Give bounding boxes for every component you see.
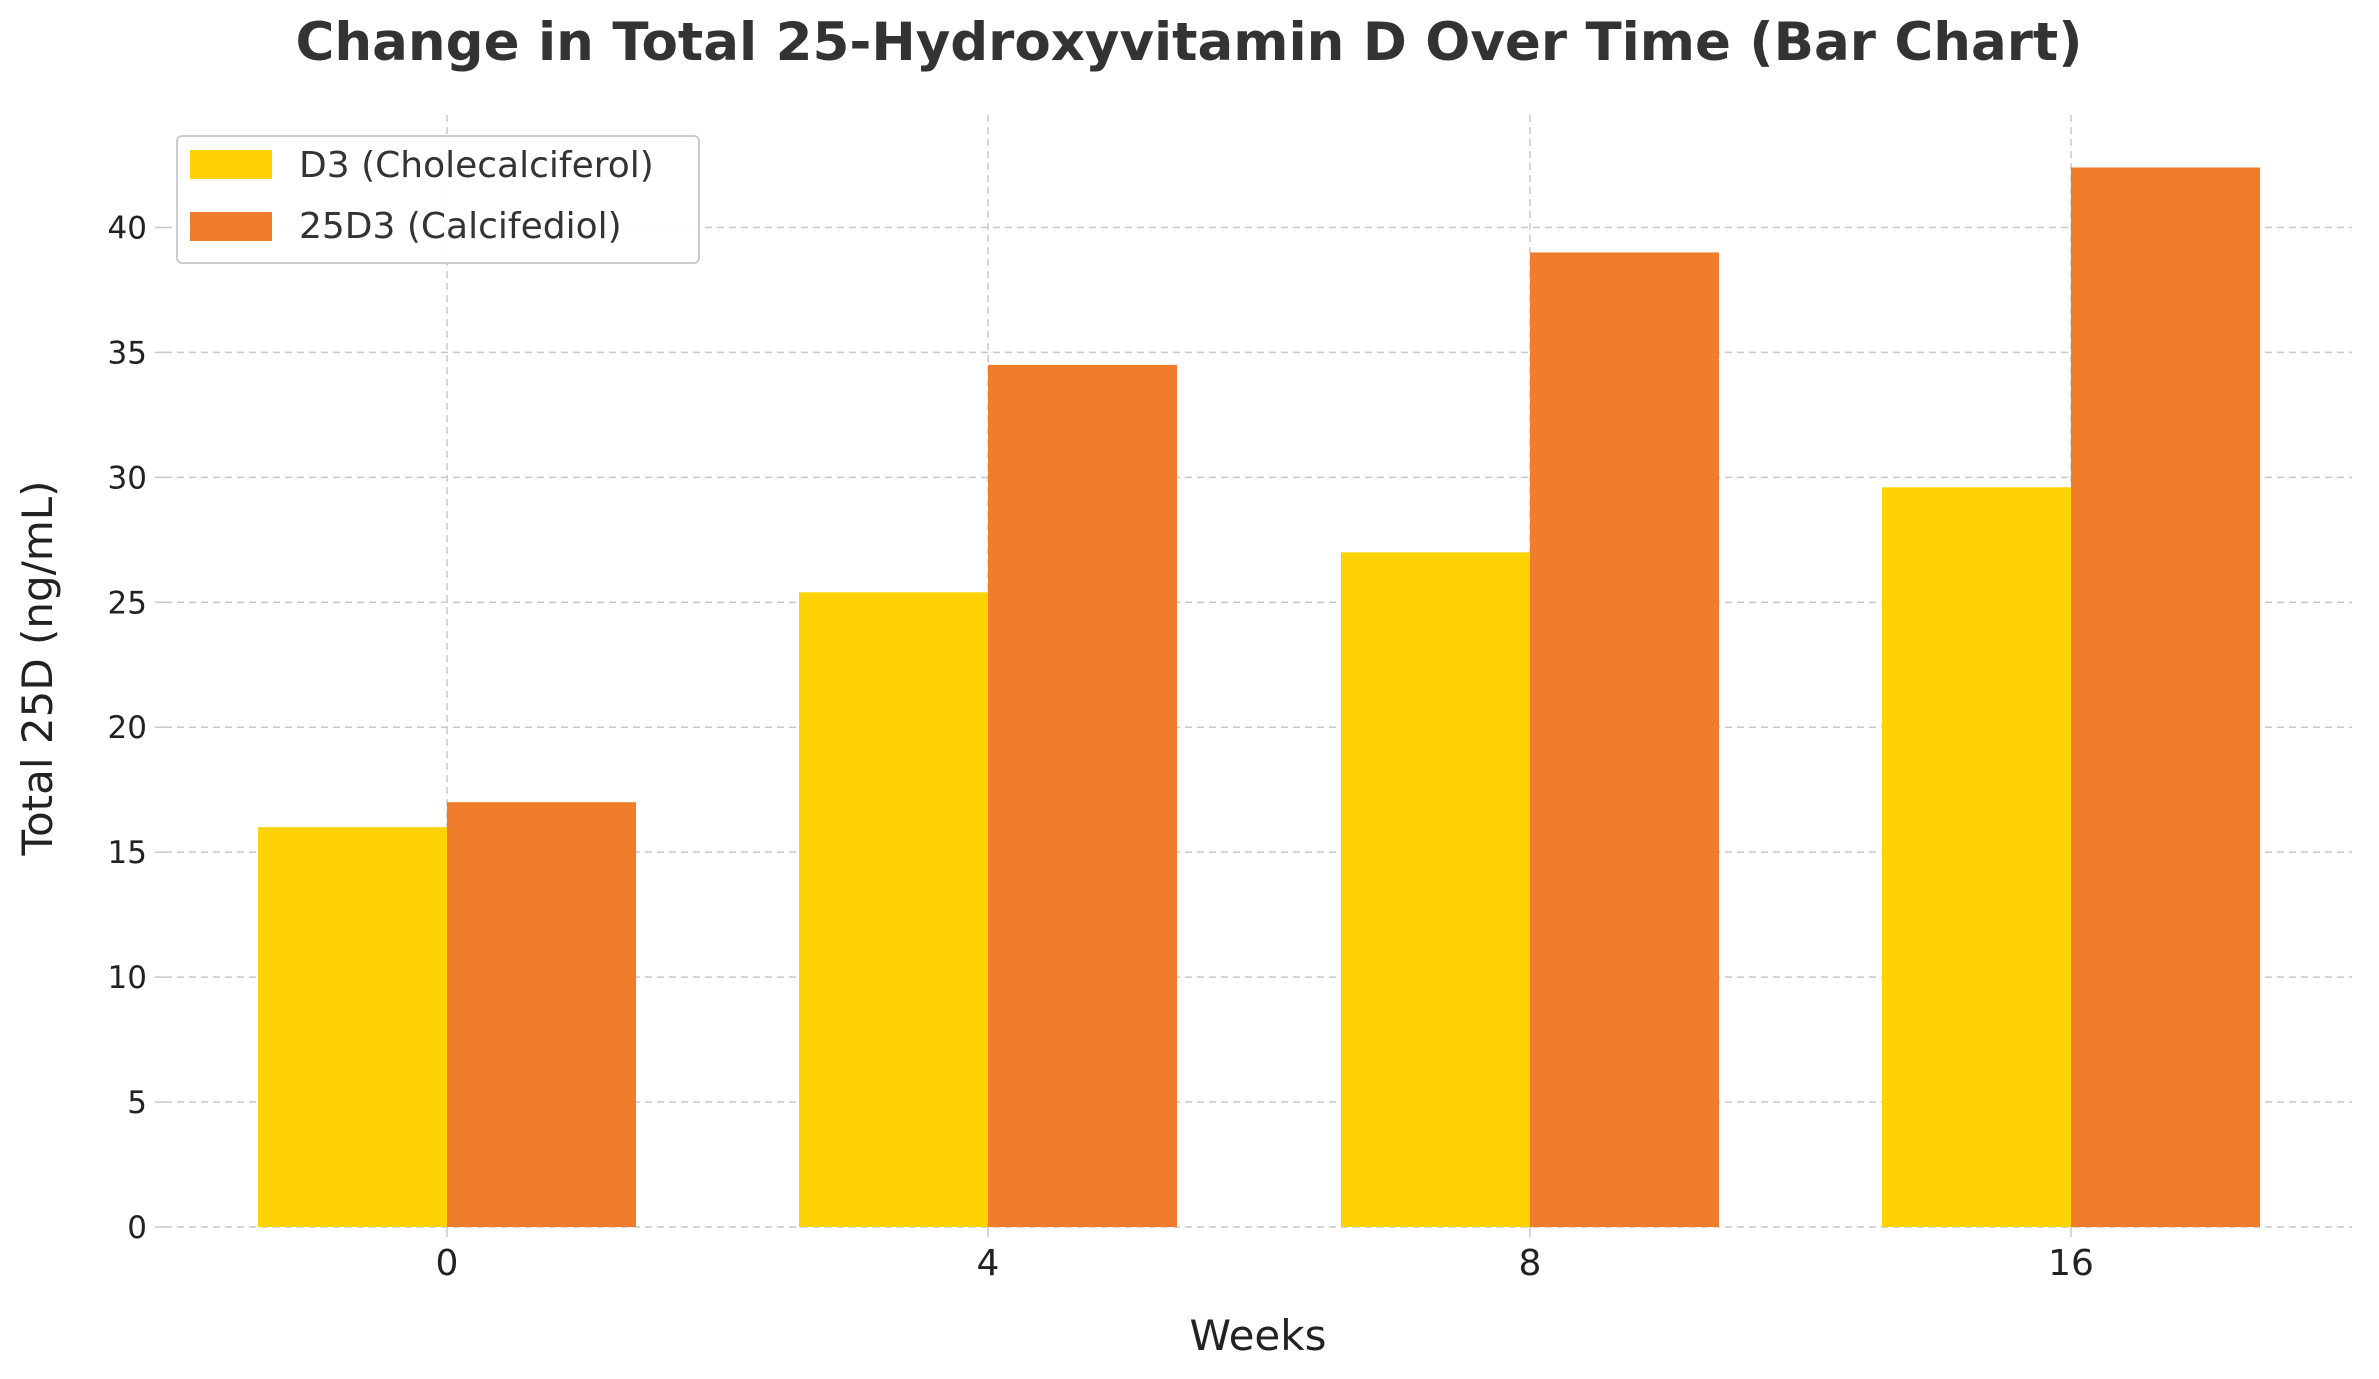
x-tick-label: 0 (436, 1243, 459, 1284)
y-tick-label: 35 (108, 335, 147, 371)
x-tick-label: 16 (2048, 1243, 2094, 1284)
x-axis-label: Weeks (1190, 1311, 1327, 1360)
y-axis-label: Total 25D (ng/mL) (13, 480, 62, 856)
y-tick-label: 25 (108, 585, 147, 621)
y-tick-label: 40 (108, 210, 147, 246)
y-tick-label: 10 (108, 960, 147, 996)
bar-25d3-week-4 (988, 364, 1177, 1227)
y-tick-label: 0 (127, 1210, 147, 1246)
chart-title: Change in Total 25-Hydroxyvitamin D Over… (296, 12, 2083, 73)
y-tick-label: 5 (127, 1085, 147, 1121)
bar-25d3-week-16 (2071, 167, 2260, 1227)
legend: D3 (Cholecalciferol) 25D3 (Calcifediol) (176, 135, 700, 264)
y-tick-label: 30 (108, 460, 147, 496)
legend-label-d3: D3 (Cholecalciferol) (299, 145, 654, 186)
bar-d3-week-16 (1882, 487, 2071, 1227)
y-tick-label: 15 (108, 835, 147, 871)
y-axis-ticks: 0 5 10 15 20 25 30 35 40 (108, 210, 165, 1246)
legend-swatch-25d3 (190, 212, 272, 241)
bar-25d3-week-8 (1530, 252, 1719, 1227)
x-tick-label: 8 (1519, 1243, 1542, 1284)
bars (258, 167, 2260, 1227)
bar-d3-week-4 (799, 592, 988, 1227)
bar-25d3-week-0 (447, 802, 636, 1227)
legend-box (176, 135, 700, 264)
bar-d3-week-8 (1341, 552, 1530, 1227)
y-tick-label: 20 (108, 710, 147, 746)
legend-swatch-d3 (190, 150, 272, 179)
x-tick-label: 4 (977, 1243, 1000, 1284)
bar-d3-week-0 (258, 827, 447, 1227)
x-axis-ticks: 0 4 8 16 (436, 1227, 2094, 1284)
legend-label-25d3: 25D3 (Calcifediol) (299, 206, 622, 247)
